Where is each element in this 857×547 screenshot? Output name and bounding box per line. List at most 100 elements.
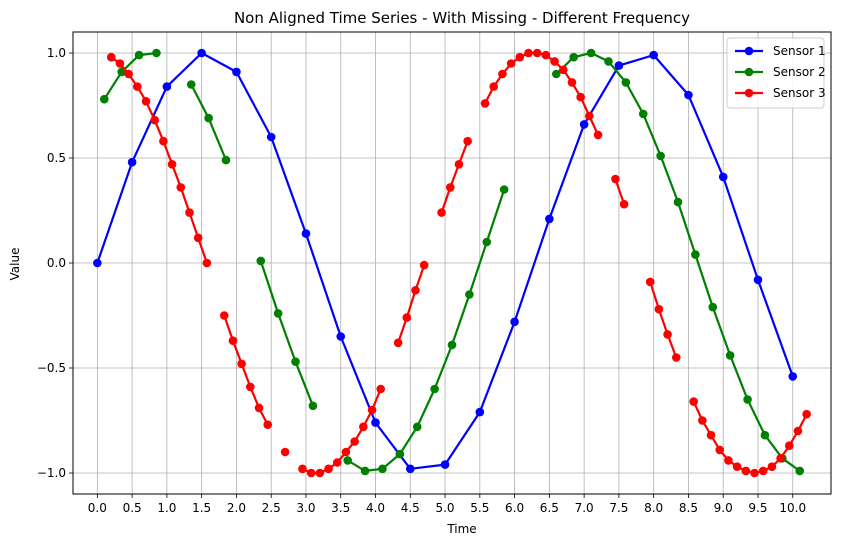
data-point <box>673 197 683 207</box>
y-tick-label: 1.0 <box>47 46 66 60</box>
data-point <box>393 338 403 348</box>
data-point <box>447 340 457 350</box>
data-point <box>784 441 794 451</box>
x-tick-label: 6.0 <box>505 501 524 515</box>
data-point <box>684 90 693 100</box>
data-point <box>593 130 603 140</box>
x-tick-label: 9.5 <box>748 501 767 515</box>
data-point <box>202 258 212 268</box>
data-point <box>793 426 803 436</box>
data-point <box>228 336 238 346</box>
data-point <box>256 256 266 266</box>
data-point <box>93 258 102 268</box>
data-point <box>306 468 316 478</box>
data-point <box>671 353 681 362</box>
data-point <box>454 160 464 169</box>
x-tick-label: 3.0 <box>296 501 315 515</box>
data-point <box>802 409 811 419</box>
data-point <box>498 69 507 79</box>
data-point <box>718 172 728 182</box>
y-tick-label: −0.5 <box>37 361 66 375</box>
data-point <box>419 260 429 270</box>
x-tick-label: 10.0 <box>779 501 806 515</box>
data-point <box>656 151 665 161</box>
data-point <box>127 157 137 167</box>
x-tick-label: 0.0 <box>88 501 107 515</box>
data-point <box>167 160 177 169</box>
grid <box>73 32 831 494</box>
series-line <box>259 260 314 407</box>
x-tick-label: 2.0 <box>227 501 246 515</box>
data-point <box>378 464 387 474</box>
x-tick-label: 5.5 <box>470 501 489 515</box>
data-point <box>219 311 229 320</box>
legend-marker <box>744 88 754 98</box>
legend-label: Sensor 1 <box>773 44 826 58</box>
data-point <box>475 407 485 417</box>
data-point <box>204 113 213 123</box>
data-point <box>767 462 777 472</box>
data-point <box>106 52 116 62</box>
legend-label: Sensor 2 <box>773 65 826 79</box>
data-point <box>724 456 733 465</box>
data-point <box>193 233 203 243</box>
x-tick-label: 0.5 <box>123 501 142 515</box>
data-point <box>232 67 241 77</box>
data-point <box>176 183 186 192</box>
data-point <box>788 372 798 381</box>
y-tick-label: −1.0 <box>37 466 66 480</box>
series-1 <box>93 48 798 474</box>
series-line <box>347 189 506 472</box>
data-point <box>463 136 472 146</box>
data-point <box>150 115 160 125</box>
chart-title: Non Aligned Time Series - With Missing -… <box>234 9 690 27</box>
data-point <box>162 82 172 91</box>
data-point <box>576 92 585 102</box>
data-point <box>336 332 346 341</box>
data-point <box>541 50 551 60</box>
legend-label: Sensor 3 <box>773 86 826 100</box>
data-point <box>510 317 519 327</box>
data-point <box>280 447 290 457</box>
data-point <box>645 277 655 287</box>
data-point <box>758 466 768 476</box>
data-point <box>185 208 194 217</box>
data-point <box>604 57 613 66</box>
data-point <box>760 430 770 440</box>
data-point <box>371 418 380 427</box>
data-point <box>376 384 386 394</box>
legend-marker <box>744 67 754 77</box>
series-line <box>614 178 626 205</box>
data-point <box>465 290 474 299</box>
data-point <box>315 468 325 478</box>
data-point <box>614 61 624 70</box>
series-2 <box>99 48 805 476</box>
data-point <box>186 80 196 89</box>
data-point <box>480 99 490 108</box>
data-point <box>159 136 168 146</box>
data-point <box>732 462 742 472</box>
data-point <box>691 250 700 259</box>
x-tick-label: 2.5 <box>262 501 281 515</box>
data-point <box>654 304 664 314</box>
data-point <box>619 199 629 209</box>
data-point <box>115 59 125 68</box>
legend: Sensor 1 Sensor 2 Sensor 3 <box>726 37 826 109</box>
x-tick-label: 7.5 <box>609 501 628 515</box>
y-tick-label: 0.5 <box>47 151 66 165</box>
data-point <box>332 458 342 467</box>
data-point <box>663 330 672 339</box>
data-point <box>750 468 759 478</box>
data-point <box>482 237 492 247</box>
data-point <box>308 401 318 411</box>
data-point <box>141 97 151 106</box>
data-point <box>689 397 698 406</box>
x-tick-label: 7.0 <box>575 501 594 515</box>
x-axis-label: Time <box>446 522 476 536</box>
data-point <box>341 447 351 457</box>
data-point <box>133 82 142 91</box>
data-point <box>246 382 255 392</box>
series-line <box>440 140 469 213</box>
data-point <box>638 109 648 119</box>
x-tick-label: 8.5 <box>679 501 698 515</box>
